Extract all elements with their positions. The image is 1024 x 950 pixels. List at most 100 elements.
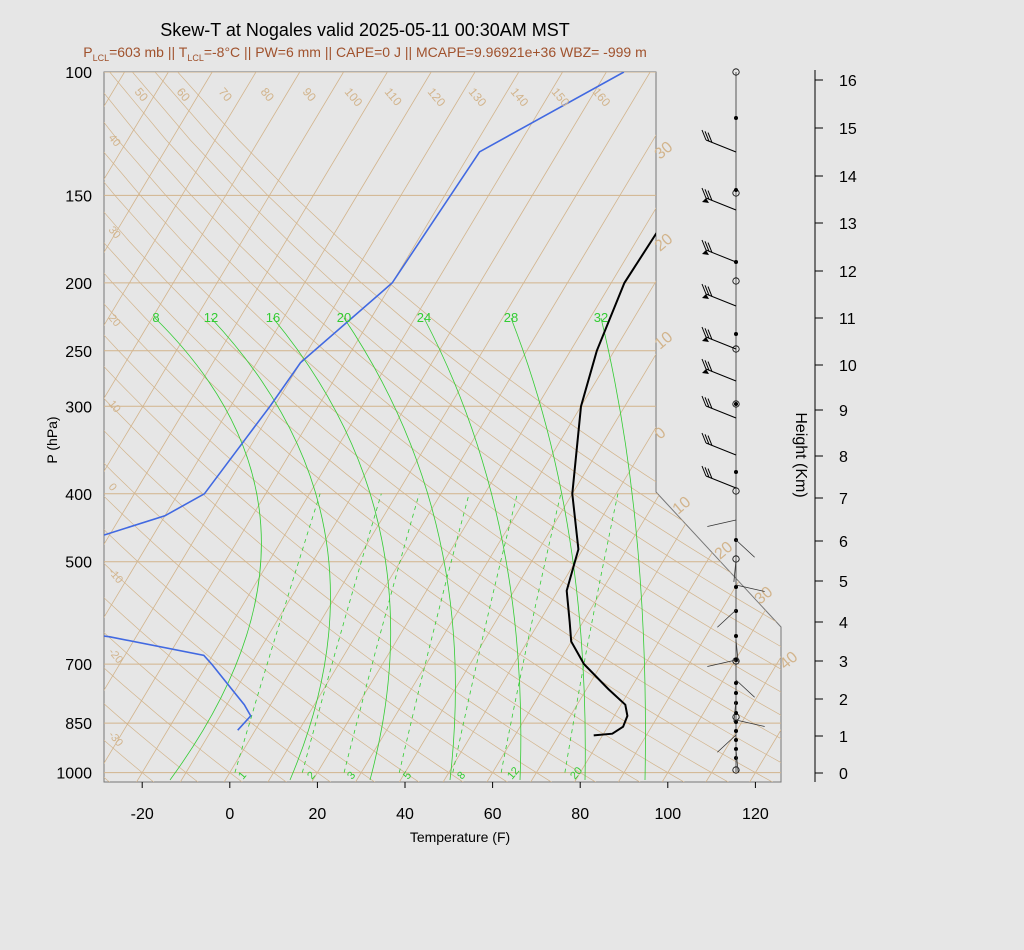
dry-adiabat [104,72,383,782]
wind-barb-tick [707,361,713,372]
isotherm-line [180,72,607,782]
isotherm-line [705,72,781,782]
height-tick-label: 5 [839,574,848,591]
chart-title: Skew-T at Nogales valid 2025-05-11 00:30… [160,20,570,40]
wind-barb-tick [701,432,707,444]
isotherm-line [104,72,213,782]
theta-e-label: 16 [266,310,280,325]
pressure-tick-label: 500 [65,555,92,572]
isotherm-line [104,72,520,782]
dry-adiabat [104,72,694,782]
height-tick-label: 1 [839,729,848,746]
wind-barb [735,719,765,727]
height-tick-label: 2 [839,692,848,709]
temperature-tick-label: 0 [225,806,234,823]
wind-barb [735,639,739,662]
mixing-ratio-line [398,493,470,773]
height-tick-label: 0 [839,766,848,783]
isotherm-line [267,72,695,782]
pressure-axis-title: P (hPa) [44,416,60,463]
moist-adiabat [154,317,262,781]
wind-barb-tick [707,286,713,297]
wind-barb-tick [707,242,713,253]
height-axis-title: Height (Km) [792,412,809,497]
mixing-ratio-line [452,493,518,773]
dry-adiabat [104,72,294,782]
dewpoint-line [104,72,625,731]
dry-adiabat [104,72,516,782]
wind-barb [717,609,737,628]
wind-level-dot [734,402,738,406]
wind-barb-flag [702,198,709,203]
isotherm-line [969,72,1024,782]
wind-barb [735,539,755,558]
temperature-line [565,72,781,737]
dry-adiabat [104,72,781,782]
chart-subtitle: PLCL=603 mb || TLCL=-8°C || PW=6 mm || C… [83,44,647,63]
moist-adiabat [210,317,331,781]
isotherm-line [104,72,432,782]
mixing-ratio-line [301,493,382,773]
wind-barb-flag [702,337,709,342]
plot-frame [103,71,782,783]
wind-barb-tick [707,329,713,340]
height-tick-label: 15 [839,121,857,138]
dry-adiabat [104,72,781,782]
isotherm-line [104,72,301,782]
wind-barb-tick [704,360,710,371]
height-tick-label: 16 [839,73,857,90]
wind-barb [733,699,737,722]
wind-level-circle [732,400,740,408]
wind-level-circle [732,189,740,197]
wind-barb-tick [701,239,707,251]
theta-e-label: 8 [152,310,159,325]
isotherm-line [104,72,476,782]
wind-level-dot [734,681,738,685]
temperature-tick-label: 20 [309,806,327,823]
wind-barb-tick [704,131,710,142]
wind-barb-tick [704,467,710,478]
wind-level-dot [734,738,738,742]
isotherm-line [104,72,257,782]
wind-barb-tick [704,285,710,296]
moist-adiabat [423,317,522,781]
wind-level-dot [734,116,738,120]
temperature-tick-label: 80 [571,806,589,823]
theta-e-label: 28 [504,310,518,325]
theta-e-label: 24 [417,310,431,325]
theta-e-label: 32 [594,310,608,325]
wind-barb [705,475,737,489]
temperature-tick-label: 120 [742,806,769,823]
wind-barb-flag [702,250,709,255]
pressure-tick-label: 850 [65,716,92,733]
pressure-tick-label: 700 [65,657,92,674]
wind-barb-tick [707,190,713,201]
pressure-tick-label: 1000 [56,766,92,783]
pressure-tick-label: 250 [65,344,92,361]
wind-barb-tick [701,326,707,338]
height-tick-label: 9 [839,403,848,420]
isotherm-line [136,72,563,782]
pressure-tick-label: 200 [65,276,92,293]
dry-adiabat [104,72,206,782]
wind-barb [705,405,737,419]
wind-level-circle [732,277,740,285]
wind-barb-flag [702,294,709,299]
dry-adiabat [104,72,472,782]
dry-adiabat [0,72,27,787]
isotherm-line [925,72,1024,782]
height-tick-label: 13 [839,216,857,233]
dry-adiabat [104,72,605,782]
wind-barb-tick [707,468,713,479]
isotherm-line [1013,72,1024,782]
dry-adiabat [132,72,781,782]
wind-barb [733,559,737,582]
isotherm-line [104,72,344,782]
height-tick-label: 4 [839,615,848,632]
dry-adiabat [104,72,339,782]
wind-level-dot [734,747,738,751]
wind-barb-tick [707,398,713,409]
pressure-tick-label: 400 [65,487,92,504]
